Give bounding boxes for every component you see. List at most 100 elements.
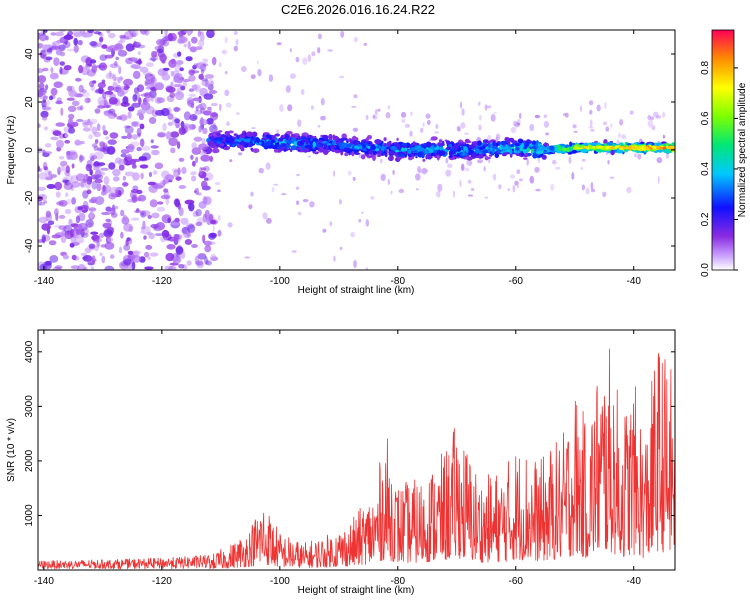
- ridge-blob: [354, 152, 361, 155]
- noise-blob: [193, 136, 203, 142]
- ridge-blob: [332, 140, 336, 145]
- noise-blob: [154, 233, 164, 237]
- ridge-blob: [404, 151, 407, 155]
- ridge-blob: [462, 149, 466, 156]
- noise-blob: [127, 250, 134, 255]
- spectrogram-xtick-label: -120: [152, 276, 172, 287]
- noise-blob: [410, 111, 413, 116]
- ridge-blob: [433, 143, 437, 148]
- noise-blob: [74, 139, 81, 146]
- noise-blob: [79, 155, 85, 161]
- noise-blob: [72, 100, 80, 107]
- noise-blob: [166, 244, 176, 250]
- ridge-blob: [430, 136, 438, 141]
- ridge-blob: [376, 145, 382, 149]
- noise-blob: [203, 110, 212, 116]
- snr-ytick-label: 4000: [24, 340, 35, 363]
- noise-blob: [201, 79, 210, 87]
- noise-blob: [94, 245, 99, 252]
- noise-blob: [415, 173, 421, 181]
- ridge-blob: [421, 152, 425, 159]
- ridge-blob: [361, 154, 366, 160]
- noise-blob: [296, 200, 300, 205]
- ridge-blob: [428, 148, 434, 153]
- noise-blob: [204, 74, 214, 79]
- noise-blob: [579, 105, 583, 112]
- noise-blob: [327, 49, 333, 52]
- ridge-blob: [610, 149, 615, 156]
- noise-blob: [174, 107, 182, 111]
- spectrogram-xtick-label: -40: [626, 276, 641, 287]
- noise-blob: [43, 126, 49, 131]
- noise-blob: [65, 165, 71, 174]
- noise-blob: [604, 101, 607, 109]
- noise-blob: [99, 33, 104, 37]
- ridge-blob: [383, 137, 387, 142]
- noise-blob: [461, 163, 465, 171]
- noise-blob: [118, 164, 125, 171]
- ridge-blob: [394, 149, 400, 153]
- noise-blob: [333, 170, 336, 177]
- spectrogram-marks: [38, 30, 675, 270]
- spectrogram-xtick-label: -140: [34, 276, 54, 287]
- noise-blob: [47, 220, 55, 226]
- ridge-blob: [306, 134, 313, 139]
- noise-blob: [90, 59, 97, 64]
- ridge-blob: [380, 146, 385, 152]
- noise-blob: [68, 127, 76, 134]
- noise-blob: [401, 118, 406, 123]
- noise-blob: [52, 266, 62, 270]
- noise-blob: [56, 201, 64, 206]
- noise-blob: [510, 174, 515, 179]
- noise-blob: [54, 265, 63, 270]
- noise-blob: [173, 84, 183, 88]
- noise-blob: [589, 109, 593, 115]
- ridge-blob: [227, 133, 231, 138]
- noise-blob: [543, 114, 547, 118]
- ridge-blob: [541, 154, 547, 160]
- noise-blob: [50, 87, 58, 96]
- noise-blob: [85, 219, 94, 228]
- noise-blob: [529, 175, 535, 184]
- noise-blob: [49, 95, 53, 101]
- noise-blob: [140, 226, 146, 230]
- noise-blob: [188, 69, 195, 76]
- noise-blob: [142, 220, 146, 230]
- ridge-blob: [296, 140, 304, 147]
- noise-blob: [291, 250, 297, 253]
- noise-blob: [108, 162, 116, 170]
- noise-blob: [300, 89, 305, 95]
- noise-blob: [183, 231, 192, 238]
- ridge-blob: [438, 150, 446, 156]
- noise-blob: [302, 199, 309, 203]
- noise-blob: [176, 78, 183, 84]
- noise-blob: [519, 178, 523, 182]
- noise-blob: [340, 30, 345, 38]
- noise-blob: [63, 65, 72, 71]
- noise-blob: [409, 130, 413, 137]
- noise-blob: [93, 31, 102, 35]
- noise-blob: [56, 139, 64, 149]
- noise-blob: [477, 159, 483, 164]
- noise-blob: [104, 241, 115, 250]
- noise-blob: [89, 211, 94, 219]
- noise-blob: [422, 122, 425, 128]
- noise-blob: [174, 63, 182, 73]
- ridge-blob: [288, 148, 291, 151]
- noise-blob: [154, 82, 164, 91]
- noise-blob: [192, 211, 199, 217]
- spectrogram-ytick-label: 20: [24, 96, 35, 108]
- noise-blob: [80, 181, 84, 187]
- noise-blob: [42, 106, 52, 111]
- noise-blob: [339, 246, 343, 251]
- ridge-blob: [543, 142, 548, 148]
- noise-blob: [276, 42, 282, 46]
- noise-blob: [102, 91, 106, 100]
- ridge-blob: [314, 147, 320, 151]
- noise-blob: [516, 123, 521, 126]
- noise-blob: [158, 44, 165, 54]
- noise-blob: [70, 181, 81, 188]
- noise-blob: [187, 41, 191, 50]
- noise-blob: [198, 143, 208, 151]
- noise-blob: [124, 171, 135, 177]
